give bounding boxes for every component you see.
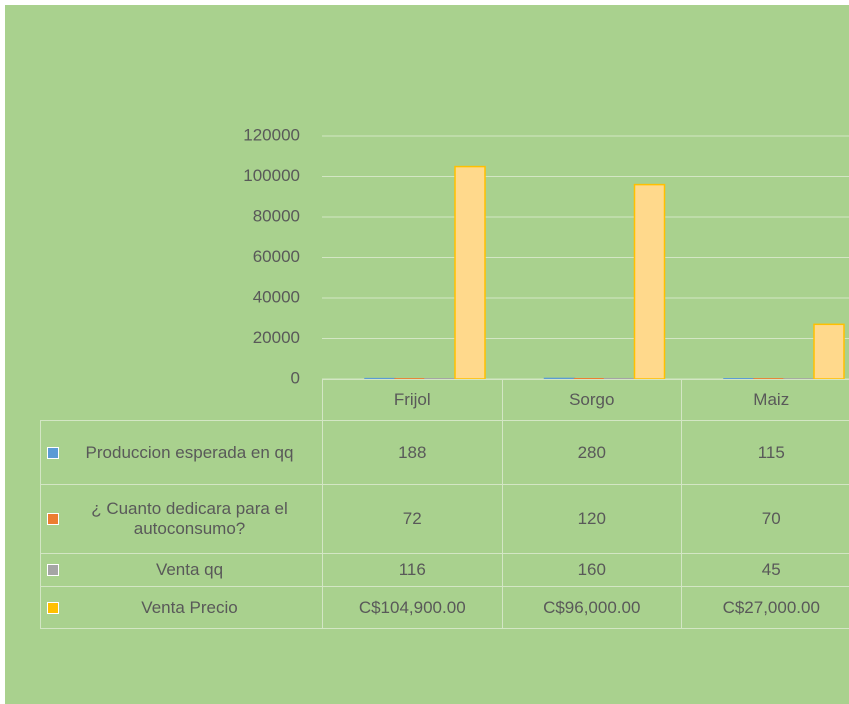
legend-row-label: ¿ Cuanto dedicara para el autoconsumo? <box>40 484 323 554</box>
legend-key <box>47 601 59 614</box>
legend-key <box>47 513 59 525</box>
table-header-cell: Maiz <box>681 379 849 421</box>
table-cell: 116 <box>322 553 503 587</box>
table-cell: 70 <box>681 484 849 554</box>
table-cell: 188 <box>322 420 503 485</box>
table-header-cell: Frijol <box>322 379 503 421</box>
legend-row-label: Venta qq <box>40 553 323 587</box>
table-cell: 160 <box>501 553 682 587</box>
legend-label: Venta Precio <box>141 597 238 617</box>
y-tick-label: 100000 <box>243 166 300 185</box>
table-cell: 120 <box>501 484 682 554</box>
table-cell: C$27,000.00 <box>681 586 849 629</box>
table-cell: 72 <box>322 484 503 554</box>
chart: 0 20000 40000 60000 80000 100000 120000 <box>243 125 849 387</box>
chart-area: 0 20000 40000 60000 80000 100000 120000 Frijol… <box>5 5 849 704</box>
bar <box>454 165 486 380</box>
y-tick-label: 20000 <box>253 328 300 347</box>
y-tick-label: 60000 <box>253 247 300 266</box>
legend-row-label: Venta Precio <box>40 586 323 629</box>
legend-key <box>47 446 59 459</box>
y-tick-label: 0 <box>291 368 300 387</box>
table-cell: 115 <box>681 420 849 485</box>
table-header-cell: Sorgo <box>501 379 682 421</box>
legend-row-label: Produccion esperada en qq <box>40 420 323 485</box>
y-tick-label: 120000 <box>243 125 300 144</box>
table-cell: C$96,000.00 <box>501 586 682 629</box>
legend-key <box>47 564 59 576</box>
table-cell: C$104,900.00 <box>322 586 503 629</box>
bar <box>813 323 845 380</box>
y-tick-label: 40000 <box>253 287 300 306</box>
table-cell: 280 <box>501 420 682 485</box>
table-cell: 45 <box>681 553 849 587</box>
legend-label: ¿ Cuanto dedicara para el autoconsumo? <box>91 499 288 538</box>
bar <box>633 183 666 380</box>
y-tick-label: 80000 <box>253 206 300 225</box>
legend-label: Venta qq <box>155 560 224 579</box>
legend-label: Produccion esperada en qq <box>85 442 294 462</box>
